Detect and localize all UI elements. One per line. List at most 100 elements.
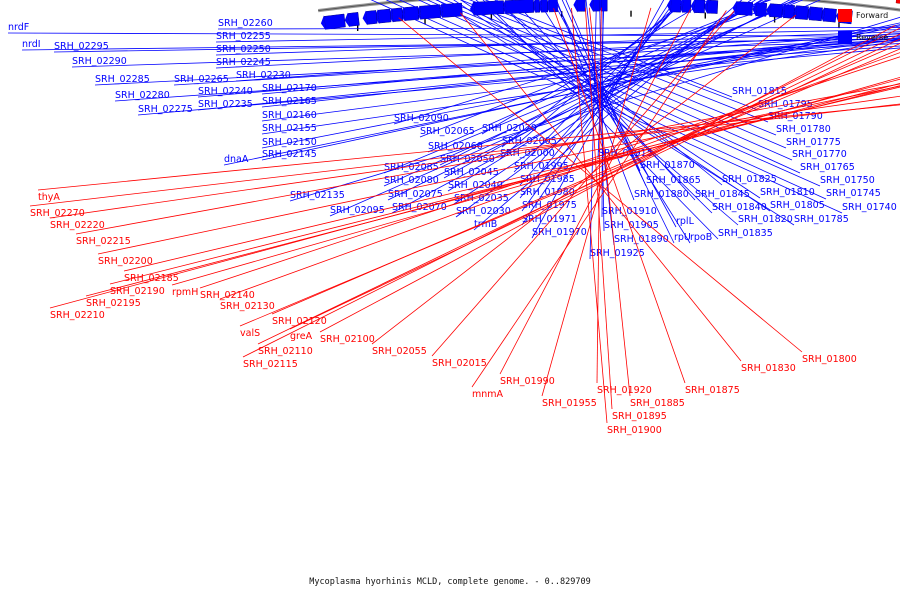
gene-label: SRH_01820	[738, 214, 793, 225]
reverse-genes-track	[320, 0, 853, 31]
gene-label: SRH_02020	[482, 123, 537, 134]
legend-label-forward: Forward	[856, 11, 889, 20]
gene-label: SRH_01900	[607, 425, 662, 436]
leader-line	[261, 24, 900, 149]
gene-label: SRH_01980	[520, 187, 575, 198]
gene-label: SRH_01840	[712, 202, 767, 213]
gene-label: mnmA	[472, 389, 504, 400]
reverse-gene-arrow	[707, 0, 719, 14]
gene-label: SRH_02115	[243, 359, 298, 370]
gene-label: SRH_01825	[722, 174, 777, 185]
gene-label: SRH_02150	[262, 137, 317, 148]
leader-line	[385, 0, 827, 200]
gene-label: rpU	[674, 232, 691, 243]
gene-label: SRH_02185	[124, 273, 179, 284]
gene-label: SRH_01880	[634, 189, 689, 200]
gene-label: valS	[240, 328, 260, 339]
gene-label: SRH_01971	[522, 214, 577, 225]
leader-line	[75, 83, 900, 235]
leader-line	[453, 0, 756, 205]
gene-label: SRH_02265	[174, 74, 229, 85]
gene-label: SRH_02255	[216, 31, 271, 42]
gene-label: dnaA	[224, 154, 249, 165]
leader-line	[554, 0, 675, 244]
leader-line	[199, 56, 900, 289]
legend-item-forward: Forward	[838, 8, 900, 23]
gene-label: SRH_02065	[420, 126, 475, 137]
leader-line	[596, 7, 602, 384]
gene-label: SRH_01995	[514, 161, 569, 172]
gene-label: SRH_02165	[262, 96, 317, 107]
gene-label: SRH_02080	[384, 175, 439, 186]
gene-label: SRH_02235	[198, 99, 253, 110]
gene-label: SRH_02270	[30, 208, 85, 219]
reverse-gene-arrow-head	[320, 15, 326, 31]
leader-line	[329, 0, 821, 217]
reverse-gene-arrow-head	[589, 0, 594, 13]
reverse-gene-arrow	[694, 0, 706, 14]
leader-line	[426, 0, 793, 161]
leader-line	[383, 0, 804, 174]
gene-label: SRH_02280	[115, 90, 170, 101]
gene-label: SRH_02120	[272, 316, 327, 327]
gene-label: SRH_02170	[262, 83, 317, 94]
gene-label: SRH_01740	[842, 202, 897, 213]
gene-label: SRH_01750	[820, 175, 875, 186]
gene-label: SRH_01970	[532, 227, 587, 238]
leader-line	[242, 27, 900, 358]
gene-label: SRH_02220	[50, 220, 105, 231]
gene-label: SRH_02000	[500, 148, 555, 159]
gene-label: SRH_02140	[200, 290, 255, 301]
reverse-gene-labels: nrdF nrdI SRH_02295 SRH_02290 SRH_02285 SRH_0…	[7, 0, 900, 260]
gene-label: SRH_01830	[741, 363, 796, 374]
reverse-gene-arrow	[577, 0, 586, 12]
leader-line	[537, 0, 691, 244]
leader-line	[37, 104, 900, 191]
reverse-gene-arrow-head	[666, 0, 672, 13]
leader-line	[597, 0, 605, 160]
reverse-gene-arrow	[323, 13, 346, 30]
gene-label: SRH_02095	[330, 205, 385, 216]
reverse-gene-arrow	[347, 12, 360, 27]
gene-label: nrdI	[22, 39, 41, 50]
gene-label: SRH_02295	[54, 41, 109, 52]
gene-label: SRH_02160	[262, 110, 317, 121]
leader-line	[468, 0, 759, 111]
gene-label: SRH_01785	[794, 214, 849, 225]
gene-label: SRH_02240	[198, 86, 253, 97]
leader-line	[459, 0, 769, 123]
gene-label: SRH_02070	[392, 202, 447, 213]
gene-label: SRH_01910	[602, 206, 657, 217]
leader-line	[601, 0, 604, 218]
gene-label: nrdF	[8, 22, 29, 33]
leader-line	[484, 0, 733, 98]
gene-label: SRH_01920	[597, 385, 652, 396]
gene-label: SRH_01815	[732, 86, 787, 97]
gene-label: SRH_02275	[138, 104, 193, 115]
leader-line	[565, 0, 641, 172]
gene-label: SRH_01805	[770, 200, 825, 211]
genome-caption: Mycoplasma hyorhinis MCLD, complete geno…	[309, 577, 591, 587]
gene-label: SRH_02075	[388, 189, 443, 200]
leader-line	[541, 7, 652, 397]
gene-label: greA	[290, 331, 313, 342]
gene-label: SRH_01770	[792, 149, 847, 160]
reverse-gene-arrow-head	[792, 4, 797, 20]
leader-line	[109, 85, 900, 285]
leader-line	[123, 86, 900, 272]
leader-line	[239, 48, 900, 327]
leader-line	[475, 0, 739, 226]
reverse-gene-arrow-head	[732, 0, 737, 16]
gene-label: SRH_01775	[786, 137, 841, 148]
leader-line	[137, 47, 900, 116]
legend-item-reverse: Reverse	[838, 30, 900, 45]
gene-label: rpoB	[690, 232, 712, 243]
gene-label: SRH_02250	[216, 44, 271, 55]
gene-label: SRH_02155	[262, 123, 317, 134]
leader-line	[482, 0, 719, 240]
gene-label: SRH_01810	[760, 187, 815, 198]
gene-label: SRH_02085	[384, 162, 439, 173]
leader-line	[271, 43, 900, 315]
gene-label: SRH_01890	[614, 234, 669, 245]
